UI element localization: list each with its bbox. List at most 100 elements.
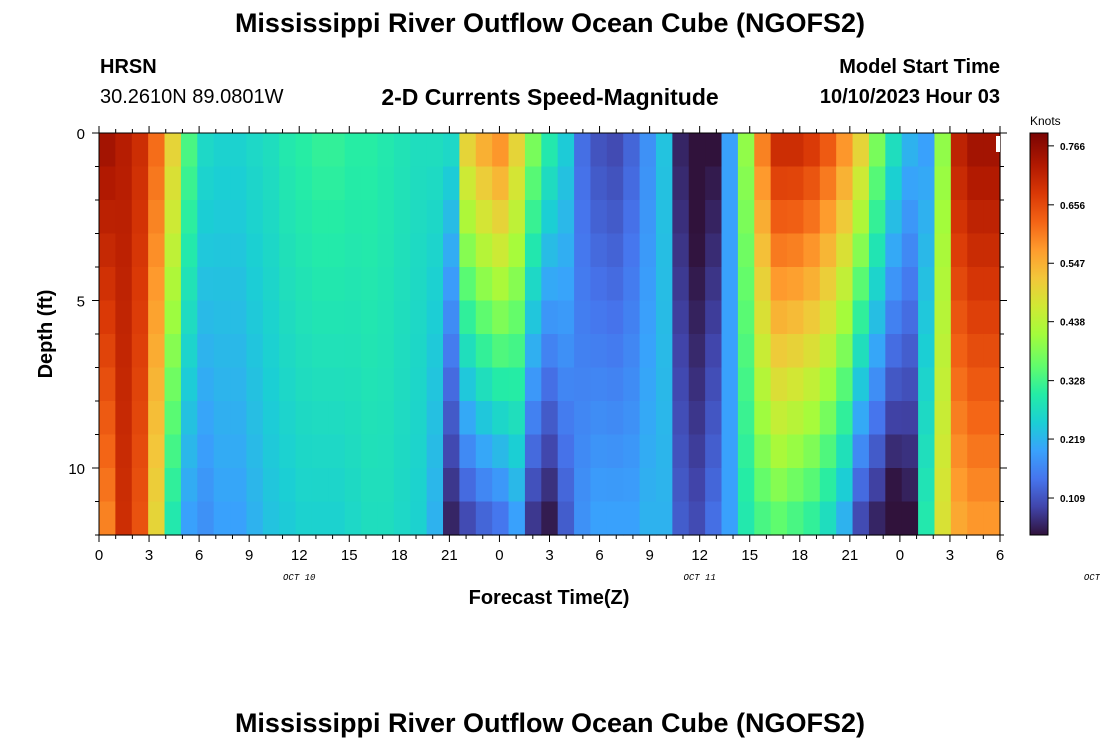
heatmap-cell: [377, 367, 395, 402]
heatmap-cell: [574, 401, 592, 436]
heatmap-cell: [279, 133, 297, 168]
heatmap-cell: [492, 434, 510, 469]
heatmap-cell: [901, 434, 919, 469]
heatmap-cell: [393, 200, 411, 235]
heatmap-cell: [246, 501, 264, 536]
heatmap-cell: [230, 367, 248, 402]
x-axis: 0 3 6 9 12 15 18 21 0 3 6 9 12 15 18 21 0 3 6 OCT 10 OCT 11 O…: [95, 126, 1100, 583]
heatmap-cell: [623, 468, 641, 503]
heatmap-cell: [737, 401, 755, 436]
heatmap-cell: [721, 367, 739, 402]
heatmap-cell: [574, 367, 592, 402]
heatmap-cell: [213, 367, 231, 402]
heatmap-cell: [901, 233, 919, 268]
heatmap-cell: [213, 401, 231, 436]
heatmap-cell: [164, 468, 182, 503]
heatmap-cell: [574, 434, 592, 469]
heatmap-cell: [475, 166, 493, 201]
heatmap-cell: [803, 233, 821, 268]
heatmap-cell: [426, 133, 444, 168]
heatmap-cell: [934, 300, 952, 335]
heatmap-cell: [901, 367, 919, 402]
heatmap-cell: [934, 133, 952, 168]
heatmap-cell: [836, 334, 854, 369]
heatmap-cell: [721, 501, 739, 536]
heatmap-cell: [934, 166, 952, 201]
heatmap-cell: [754, 401, 772, 436]
heatmap-cell: [705, 401, 723, 436]
heatmap-cell: [492, 367, 510, 402]
heatmap-cell: [918, 468, 936, 503]
heatmap-cell: [868, 501, 886, 536]
heatmap-cell: [803, 200, 821, 235]
heatmap-cell: [885, 367, 903, 402]
heatmap-cell: [590, 300, 608, 335]
heatmap-cell: [721, 267, 739, 302]
heatmap-cell: [230, 133, 248, 168]
x-tick-label: 3: [545, 547, 553, 564]
heatmap-cell: [787, 267, 805, 302]
heatmap-cell: [279, 166, 297, 201]
heatmap-cell: [377, 468, 395, 503]
heatmap-cell: [328, 233, 346, 268]
heatmap-cell: [655, 434, 673, 469]
heatmap-cell: [443, 300, 460, 335]
heatmap-cell: [918, 133, 936, 168]
heatmap-cell: [344, 166, 362, 201]
heatmap-cell: [918, 233, 936, 268]
heatmap-cell: [983, 401, 1001, 436]
heatmap-cell: [836, 300, 854, 335]
heatmap-cell: [590, 401, 608, 436]
heatmap-cell: [328, 367, 346, 402]
heatmap-cell: [180, 367, 198, 402]
heatmap-cell: [262, 166, 280, 201]
heatmap-cell: [180, 200, 198, 235]
heatmap-cell: [950, 334, 968, 369]
heatmap-cell: [852, 434, 870, 469]
heatmap-cell: [885, 166, 903, 201]
heatmap-cell: [295, 468, 313, 503]
heatmap-cell: [197, 200, 215, 235]
heatmap-cell: [688, 434, 706, 469]
heatmap-cell: [672, 133, 690, 168]
heatmap-cell: [836, 468, 854, 503]
heatmap-cell: [246, 468, 264, 503]
colorbar-unit-label: Knots: [1030, 114, 1061, 128]
heatmap-cell: [557, 401, 575, 436]
colorbar-tick-label: 0.109: [1060, 494, 1085, 505]
heatmap-cell: [836, 367, 854, 402]
heatmap-cell: [164, 334, 182, 369]
heatmap-cell: [541, 300, 559, 335]
heatmap-cell: [918, 200, 936, 235]
heatmap-cell: [99, 133, 116, 168]
heatmap-cell: [311, 434, 329, 469]
heatmap-cell: [868, 200, 886, 235]
heatmap-cell: [639, 200, 657, 235]
heatmap-cell: [475, 300, 493, 335]
heatmap-cell: [655, 133, 673, 168]
heatmap-cell: [508, 501, 526, 536]
footer-title: Mississippi River Outflow Ocean Cube (NG…: [234, 708, 866, 738]
heatmap-cell: [99, 401, 116, 436]
heatmap-cell: [311, 267, 329, 302]
heatmap-cell: [983, 334, 1001, 369]
heatmap-cell: [819, 233, 837, 268]
heatmap-cell: [262, 133, 280, 168]
heatmap-cell: [770, 468, 788, 503]
heatmap-cell: [868, 468, 886, 503]
heatmap-cell: [246, 166, 264, 201]
heatmap-cell: [148, 401, 166, 436]
heatmap-cell: [262, 233, 280, 268]
heatmap-cell: [131, 233, 149, 268]
heatmap-cell: [410, 300, 428, 335]
colorbar-tick-label: 0.219: [1060, 435, 1085, 446]
heatmap-cell: [688, 233, 706, 268]
heatmap-cell: [721, 300, 739, 335]
heatmap-cell: [443, 334, 460, 369]
heatmap-cell: [852, 501, 870, 536]
heatmap-cell: [967, 300, 985, 335]
x-tick-label: 0: [896, 547, 904, 564]
heatmap-cell: [950, 267, 968, 302]
heatmap-cell: [606, 468, 624, 503]
heatmap-cell: [623, 200, 641, 235]
